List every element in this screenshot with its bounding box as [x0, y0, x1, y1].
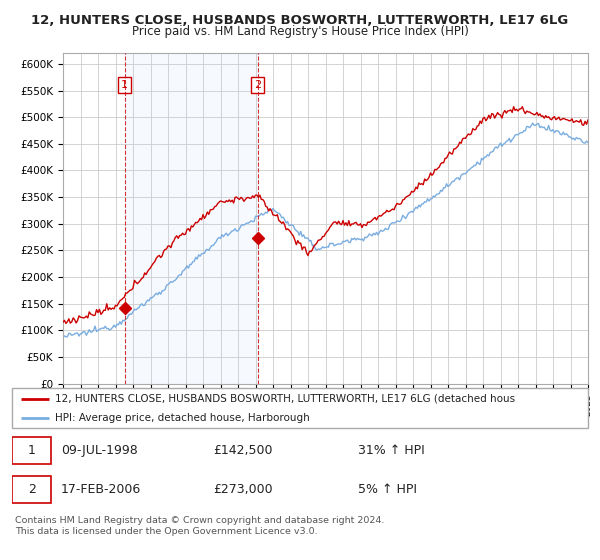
FancyBboxPatch shape	[12, 476, 51, 503]
Text: 12, HUNTERS CLOSE, HUSBANDS BOSWORTH, LUTTERWORTH, LE17 6LG: 12, HUNTERS CLOSE, HUSBANDS BOSWORTH, LU…	[31, 14, 569, 27]
Bar	[125, 53, 257, 384]
Text: 2: 2	[28, 483, 35, 496]
FancyBboxPatch shape	[12, 437, 51, 464]
Text: 09-JUL-1998: 09-JUL-1998	[61, 444, 138, 457]
Text: 5% ↑ HPI: 5% ↑ HPI	[358, 483, 416, 496]
Text: HPI: Average price, detached house, Harborough: HPI: Average price, detached house, Harb…	[55, 413, 310, 422]
Text: £273,000: £273,000	[214, 483, 273, 496]
Text: 31% ↑ HPI: 31% ↑ HPI	[358, 444, 424, 457]
Text: Contains HM Land Registry data © Crown copyright and database right 2024.
This d: Contains HM Land Registry data © Crown c…	[15, 516, 385, 536]
Text: 1: 1	[121, 80, 128, 90]
Text: 1: 1	[28, 444, 35, 457]
Text: Price paid vs. HM Land Registry's House Price Index (HPI): Price paid vs. HM Land Registry's House …	[131, 25, 469, 38]
Text: 17-FEB-2006: 17-FEB-2006	[61, 483, 141, 496]
FancyBboxPatch shape	[12, 388, 588, 428]
Text: 2: 2	[254, 80, 261, 90]
Text: £142,500: £142,500	[214, 444, 273, 457]
Text: 12, HUNTERS CLOSE, HUSBANDS BOSWORTH, LUTTERWORTH, LE17 6LG (detached hous: 12, HUNTERS CLOSE, HUSBANDS BOSWORTH, LU…	[55, 394, 515, 404]
